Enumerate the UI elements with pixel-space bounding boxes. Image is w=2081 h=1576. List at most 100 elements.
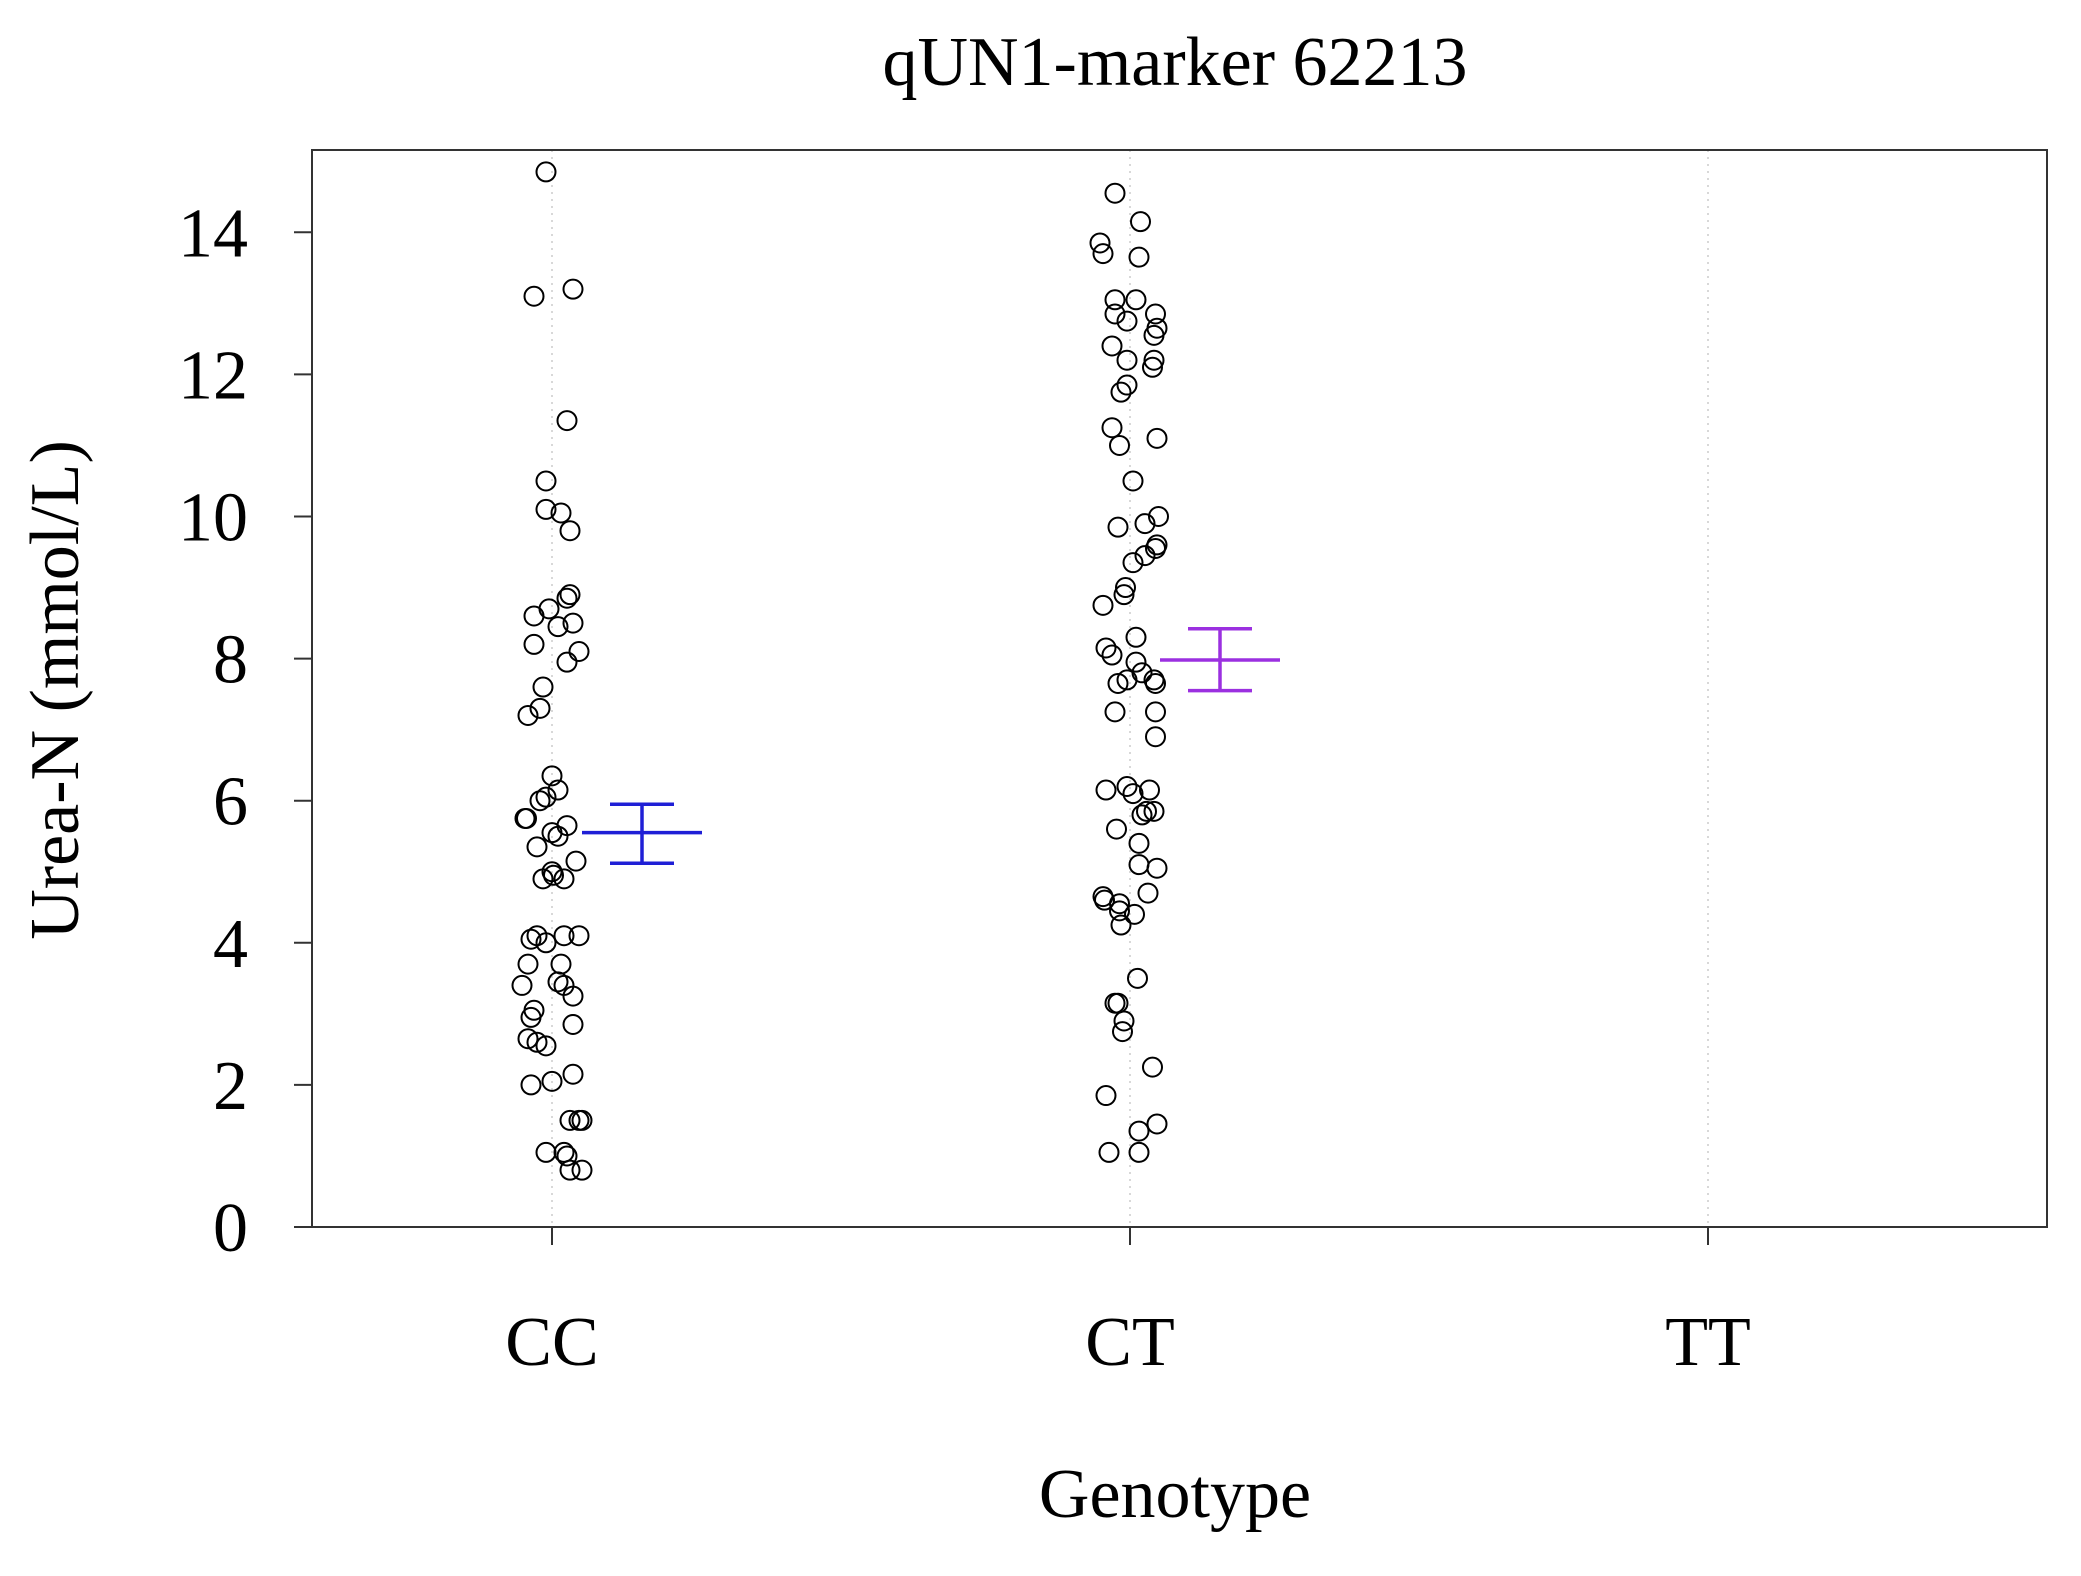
data-point-ct <box>1125 626 1147 648</box>
data-point-cc <box>523 285 545 307</box>
error-bars <box>582 627 1280 865</box>
data-point-ct <box>1146 317 1168 339</box>
data-point-ct <box>1146 857 1168 879</box>
data-point-cc <box>559 1109 581 1131</box>
data-point-ct <box>1106 818 1127 840</box>
data-point-ct <box>1116 669 1138 691</box>
data-point-cc <box>547 616 569 638</box>
data-point-cc <box>532 676 554 698</box>
data-point-ct <box>1142 356 1163 378</box>
plot-area-border <box>311 149 2048 1228</box>
data-point-ct <box>1107 516 1129 538</box>
data-point-cc <box>520 1074 542 1096</box>
y-axis-label: Urea-N (mmol/L) <box>17 440 94 940</box>
data-point-cc <box>556 410 578 432</box>
data-point-cc <box>526 836 548 858</box>
y-tick-label: 14 <box>178 195 248 272</box>
data-point-cc <box>532 868 554 890</box>
x-axis-label: Genotype <box>1039 1456 1311 1533</box>
y-tick-label: 10 <box>178 480 248 557</box>
data-point-ct <box>1113 1010 1135 1032</box>
data-point-ct <box>1139 779 1160 801</box>
data-point-cc <box>562 1014 584 1036</box>
data-point-ct <box>1116 349 1138 371</box>
data-point-cc <box>517 953 539 975</box>
data-point-ct <box>1148 506 1169 527</box>
data-point-cc <box>543 864 564 886</box>
y-tick-label: 12 <box>178 337 248 414</box>
data-point-ct <box>1145 701 1166 723</box>
data-point-cc <box>517 704 539 726</box>
data-point-ct <box>1109 434 1130 456</box>
data-point-ct <box>1145 303 1166 325</box>
data-point-cc <box>526 1031 548 1053</box>
data-point-ct <box>1109 900 1130 922</box>
y-axis: 0 2 4 6 8 10 12 14 <box>178 195 312 1267</box>
data-point-ct <box>1128 1120 1150 1142</box>
data-point-cc <box>559 1159 581 1181</box>
data-point-ct <box>1116 374 1138 396</box>
data-point-ct <box>1134 545 1156 567</box>
data-point-ct <box>1127 967 1148 989</box>
data-point-ct <box>1104 303 1126 325</box>
data-point-ct <box>1115 577 1136 599</box>
data-point-ct <box>1134 513 1156 535</box>
y-tick-label: 0 <box>213 1190 248 1267</box>
data-point-cc <box>514 807 536 829</box>
data-point-ct <box>1125 289 1147 311</box>
data-point-cc <box>553 925 575 947</box>
data-point-ct <box>1094 889 1115 911</box>
data-point-ct <box>1112 1021 1133 1043</box>
data-point-cc <box>535 498 557 520</box>
data-point-ct <box>1143 349 1165 371</box>
x-tick-label-cc: CC <box>505 1304 598 1381</box>
data-point-cc <box>553 868 575 890</box>
data-point-ct <box>1146 1113 1168 1135</box>
data-point-cc <box>523 633 545 655</box>
x-tick-label-tt: TT <box>1665 1304 1751 1381</box>
data-point-ct <box>1104 182 1126 204</box>
data-point-ct <box>1110 914 1132 936</box>
y-tick-label: 6 <box>213 764 248 841</box>
data-point-ct <box>1101 417 1123 439</box>
data-point-ct <box>1125 651 1147 673</box>
data-point-cc <box>535 932 557 954</box>
data-point-ct <box>1145 537 1166 559</box>
chart-title: qUN1-marker 62213 <box>882 24 1467 101</box>
error-bar-ct <box>1160 627 1280 693</box>
data-point-ct <box>1104 289 1126 311</box>
error-bar-cc <box>582 802 702 865</box>
data-point-ct <box>1143 800 1165 822</box>
data-point-cc <box>562 985 584 1007</box>
data-point-cc <box>562 278 584 300</box>
data-point-ct <box>1142 1056 1163 1078</box>
data-point-cc <box>550 953 572 975</box>
data-point-cc <box>535 786 557 808</box>
data-point-ct <box>1136 800 1157 822</box>
data-point-cc <box>535 1035 557 1057</box>
data-points <box>511 161 1169 1181</box>
data-point-cc <box>535 161 557 183</box>
data-point-cc <box>568 925 590 947</box>
data-point-cc <box>562 612 584 634</box>
data-point-ct <box>1092 243 1114 265</box>
data-point-ct <box>1146 427 1168 449</box>
data-point-cc <box>520 928 542 950</box>
data-point-ct <box>1122 552 1144 574</box>
data-point-ct <box>1128 246 1150 268</box>
y-tick-label: 2 <box>213 1048 248 1125</box>
data-point-ct <box>1116 775 1138 797</box>
data-point-cc <box>550 502 572 524</box>
data-point-ct <box>1095 1085 1117 1107</box>
data-point-ct <box>1104 701 1126 723</box>
data-point-ct <box>1124 903 1145 925</box>
data-point-ct <box>1128 854 1150 876</box>
y-tick-label: 8 <box>213 622 248 699</box>
data-point-cc <box>559 584 581 606</box>
data-point-cc <box>556 587 578 609</box>
data-point-ct <box>1145 672 1166 694</box>
data-point-cc <box>516 807 537 829</box>
data-point-ct <box>1128 1141 1150 1163</box>
data-point-ct <box>1101 644 1123 666</box>
